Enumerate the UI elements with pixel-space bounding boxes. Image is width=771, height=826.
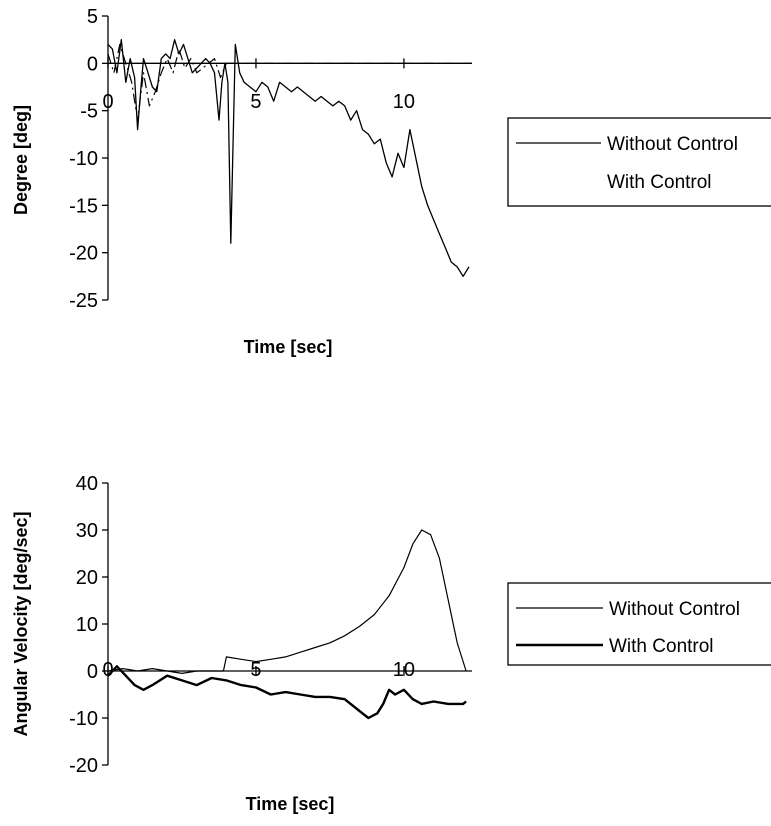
y-tick-label: 10 [76,614,98,636]
x-tick-label: 0 [102,659,113,681]
y-tick-label: 20 [76,567,98,589]
legend-label-2: With Control [607,172,712,193]
x-axis-title: Time [sec] [244,337,333,357]
legend-label-1: Without Control [607,134,738,155]
y-tick-label: 0 [87,661,98,683]
y-tick-label: -20 [69,243,98,265]
y-tick-label: 5 [87,6,98,28]
legend-box [507,117,771,207]
y-tick-label: -15 [69,195,98,217]
y-tick-label: 40 [76,473,98,495]
y-tick-label: -10 [69,708,98,730]
y-tick-label: -10 [69,148,98,170]
legend-label-2: With Control [609,636,714,657]
y-tick-label: 0 [87,53,98,75]
series-line-2 [107,665,467,720]
angular-velocity-chart: 40 30 20 10 0 -10 -20 0 5 10 Angular Velocity [deg… [11,473,771,814]
y-axis-title: Degree [deg] [11,105,31,215]
x-tick-label: 10 [393,659,415,681]
y-axis-title: Angular Velocity [deg/sec] [11,511,31,736]
series-line-1 [107,529,467,675]
y-tick-label: -20 [69,755,98,777]
x-tick-label: 0 [102,91,113,113]
legend-label-1: Without Control [609,599,740,620]
x-tick-label: 5 [250,659,261,681]
x-axis-title: Time [sec] [246,794,335,814]
y-tick-label: -5 [80,101,98,123]
x-tick-label: 5 [250,91,261,113]
y-tick-label: -25 [69,290,98,312]
series-line-2 [107,43,472,121]
legend-box [507,582,771,666]
y-tick-label: 30 [76,520,98,542]
x-tick-label: 10 [393,91,415,113]
series-line-1 [107,39,470,277]
